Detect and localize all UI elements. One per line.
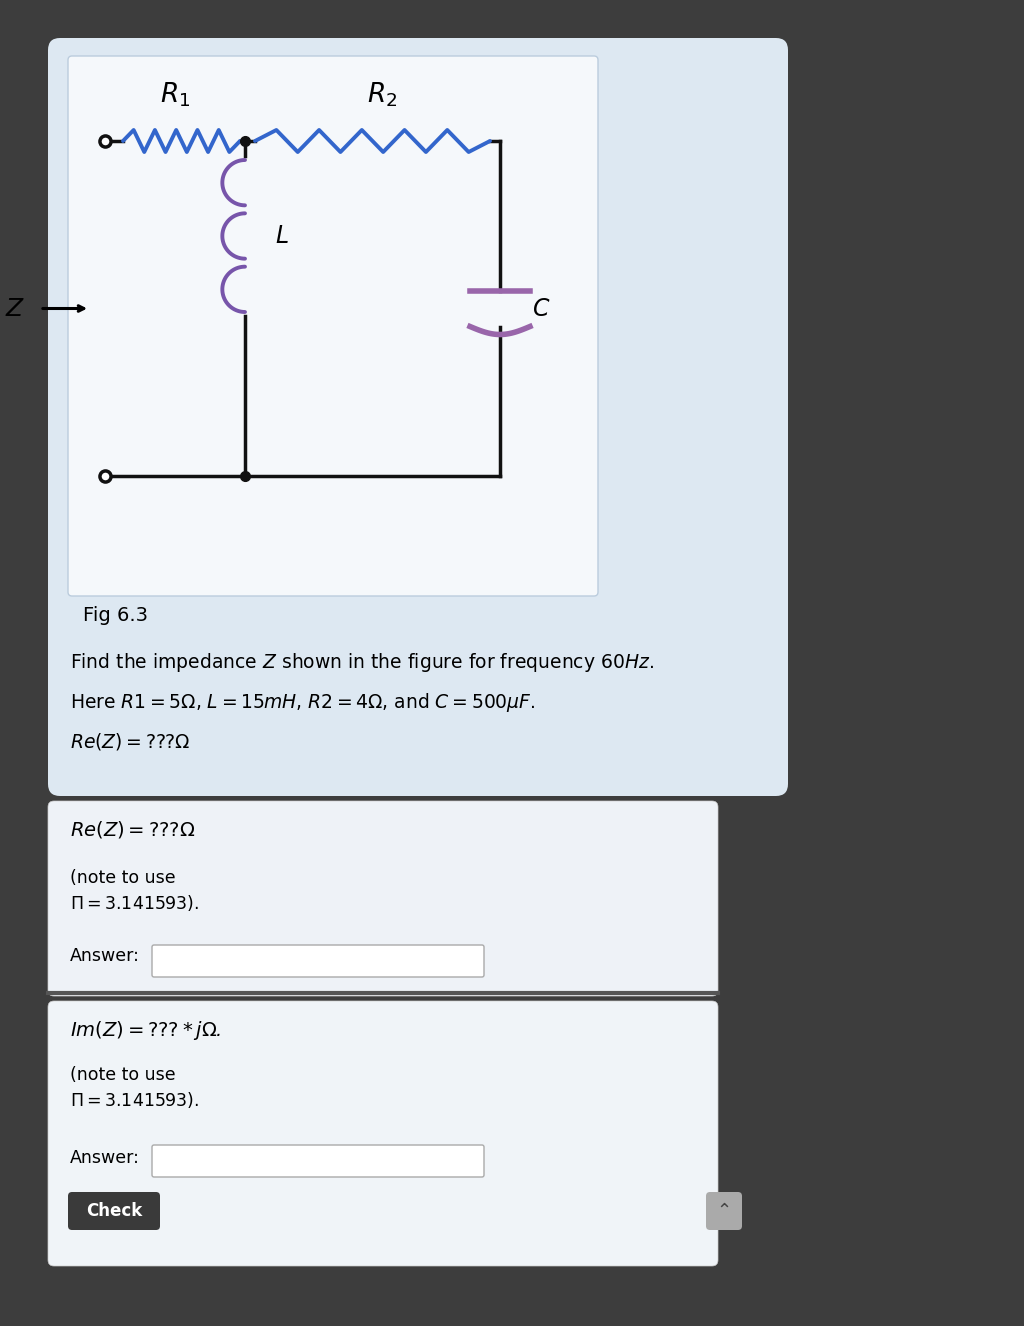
Text: Fig 6.3: Fig 6.3	[83, 606, 148, 625]
FancyBboxPatch shape	[68, 1192, 160, 1231]
Text: $L$: $L$	[275, 224, 289, 248]
FancyBboxPatch shape	[48, 38, 788, 796]
FancyBboxPatch shape	[68, 56, 598, 595]
Text: $\Pi = 3.141593$).: $\Pi = 3.141593$).	[70, 892, 199, 914]
Text: Find the impedance $Z$ shown in the figure for frequency $60Hz$.: Find the impedance $Z$ shown in the figu…	[70, 651, 654, 674]
Text: (note to use: (note to use	[70, 1066, 176, 1083]
Text: (note to use: (note to use	[70, 869, 176, 887]
Text: $Im(Z) = ??? * j\Omega$.: $Im(Z) = ??? * j\Omega$.	[70, 1018, 221, 1042]
Text: $Re(Z) = ???\Omega$: $Re(Z) = ???\Omega$	[70, 731, 190, 752]
Text: Check: Check	[86, 1201, 142, 1220]
Text: $C$: $C$	[532, 297, 551, 321]
FancyBboxPatch shape	[152, 945, 484, 977]
FancyBboxPatch shape	[48, 1001, 718, 1266]
Text: $\Pi = 3.141593$).: $\Pi = 3.141593$).	[70, 1090, 199, 1110]
FancyBboxPatch shape	[706, 1192, 742, 1231]
Text: ⌃: ⌃	[717, 1201, 731, 1220]
Text: $R_2$: $R_2$	[368, 81, 397, 109]
FancyBboxPatch shape	[48, 801, 718, 996]
Text: $Z$: $Z$	[5, 297, 25, 321]
FancyBboxPatch shape	[152, 1144, 484, 1177]
Text: $R_1$: $R_1$	[160, 81, 190, 109]
Text: Answer:: Answer:	[70, 947, 140, 965]
Text: Here $R1 = 5\Omega$, $L = 15mH$, $R2 = 4\Omega$, and $C = 500\mu F$.: Here $R1 = 5\Omega$, $L = 15mH$, $R2 = 4…	[70, 691, 536, 713]
Text: Answer:: Answer:	[70, 1150, 140, 1167]
Text: $Re(Z) = ???\Omega$: $Re(Z) = ???\Omega$	[70, 819, 196, 839]
